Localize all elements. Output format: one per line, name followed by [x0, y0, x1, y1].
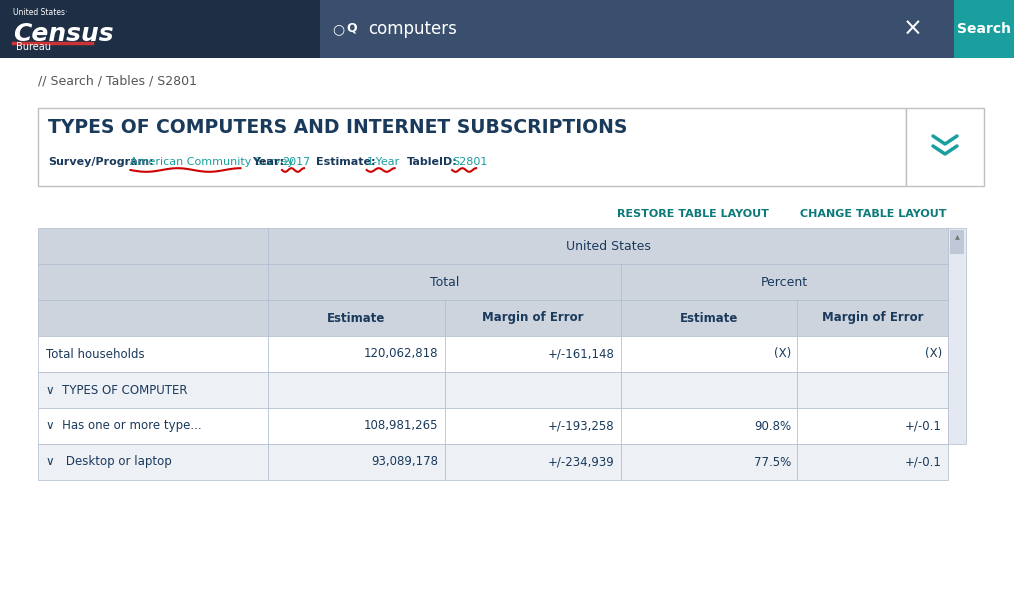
Bar [38, 336, 269, 372]
Bar [797, 372, 948, 408]
Bar [621, 408, 797, 444]
Bar [444, 444, 621, 480]
Text: // Search / Tables / S2801: // Search / Tables / S2801 [38, 75, 197, 88]
Text: ∨   Desktop or laptop: ∨ Desktop or laptop [46, 455, 171, 469]
Bar [950, 230, 964, 254]
Bar [269, 336, 444, 372]
Bar [621, 336, 797, 372]
Text: 2017: 2017 [282, 157, 310, 167]
Bar [38, 228, 269, 264]
Text: +/-161,148: +/-161,148 [548, 348, 614, 360]
Text: (X): (X) [774, 348, 791, 360]
Bar [38, 408, 269, 444]
Text: TableID:: TableID: [407, 157, 457, 167]
Text: ○: ○ [332, 22, 344, 36]
Text: 1-Year: 1-Year [367, 157, 400, 167]
Bar [269, 408, 444, 444]
Text: Estimate: Estimate [328, 312, 385, 324]
Text: Census: Census [13, 22, 114, 46]
Bar [954, 0, 1014, 58]
Bar [0, 0, 1014, 58]
Bar [38, 264, 269, 300]
Text: RESTORE TABLE LAYOUT: RESTORE TABLE LAYOUT [617, 209, 769, 219]
Text: Bureau: Bureau [16, 42, 51, 52]
Bar [621, 444, 797, 480]
Bar [948, 228, 966, 444]
Text: +/-193,258: +/-193,258 [549, 420, 614, 433]
Bar [621, 300, 797, 336]
Text: American Community Survey: American Community Survey [131, 157, 294, 167]
Text: ∨  Has one or more type...: ∨ Has one or more type... [46, 420, 202, 433]
Text: Search: Search [957, 22, 1011, 36]
Bar [444, 408, 621, 444]
Text: Total: Total [430, 276, 459, 288]
Bar [38, 108, 906, 186]
Text: ∨  TYPES OF COMPUTER: ∨ TYPES OF COMPUTER [46, 384, 188, 397]
Text: ×: × [903, 17, 923, 41]
Text: TYPES OF COMPUTERS AND INTERNET SUBSCRIPTIONS: TYPES OF COMPUTERS AND INTERNET SUBSCRIP… [48, 118, 628, 137]
Text: ▴: ▴ [954, 231, 959, 241]
Text: Total households: Total households [46, 348, 145, 360]
Bar [269, 300, 444, 336]
Bar [906, 108, 984, 186]
Text: 120,062,818: 120,062,818 [364, 348, 439, 360]
Bar [444, 300, 621, 336]
Bar [38, 300, 269, 336]
Text: CHANGE TABLE LAYOUT: CHANGE TABLE LAYOUT [800, 209, 946, 219]
Text: +/-234,939: +/-234,939 [548, 455, 614, 469]
Text: Year:: Year: [252, 157, 285, 167]
Text: 90.8%: 90.8% [753, 420, 791, 433]
Text: 77.5%: 77.5% [753, 455, 791, 469]
Text: 93,089,178: 93,089,178 [371, 455, 439, 469]
Bar [444, 336, 621, 372]
Text: Estimate: Estimate [679, 312, 738, 324]
Text: Percent: Percent [760, 276, 808, 288]
Text: +/-0.1: +/-0.1 [906, 455, 942, 469]
Text: 108,981,265: 108,981,265 [364, 420, 439, 433]
Bar [38, 372, 269, 408]
Bar [797, 444, 948, 480]
Text: computers: computers [368, 20, 457, 38]
Bar [269, 444, 444, 480]
Bar [797, 300, 948, 336]
Text: (X): (X) [925, 348, 942, 360]
Bar [38, 444, 269, 480]
Text: Survey/Program:: Survey/Program: [48, 157, 154, 167]
Bar [797, 336, 948, 372]
Text: Margin of Error: Margin of Error [482, 312, 583, 324]
Text: United States: United States [566, 240, 651, 252]
Bar [621, 264, 948, 300]
Text: S2801: S2801 [452, 157, 488, 167]
Text: Estimate:: Estimate: [316, 157, 375, 167]
Bar [320, 0, 954, 58]
Text: Margin of Error: Margin of Error [821, 312, 923, 324]
Bar [444, 372, 621, 408]
Bar [621, 372, 797, 408]
Bar [797, 408, 948, 444]
Text: +/-0.1: +/-0.1 [906, 420, 942, 433]
Bar [0, 0, 320, 58]
Bar [269, 228, 948, 264]
Bar [269, 372, 444, 408]
Text: Q: Q [347, 21, 357, 34]
Text: United States·: United States· [13, 8, 67, 17]
Bar [269, 264, 621, 300]
